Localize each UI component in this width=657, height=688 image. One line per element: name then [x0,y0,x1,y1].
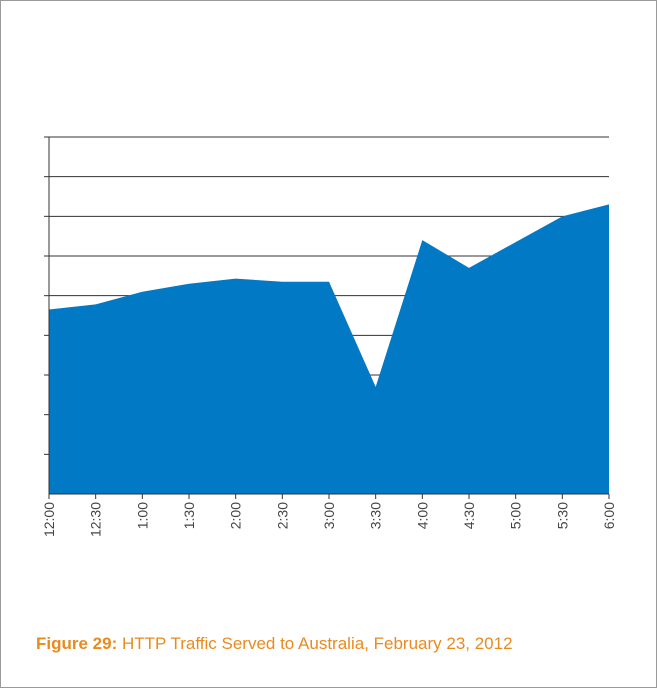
figure-title: HTTP Traffic Served to Australia, Februa… [121,634,513,653]
x-tick-label: 1:30 [181,502,197,529]
data-area [49,204,609,494]
x-tick-labels: 12:00 12:30 1:00 1:30 2:00 2:30 3:00 3:30 4:00 4:… [41,502,617,537]
x-tick-label: 5:00 [508,502,524,529]
x-tick-label: 2:00 [228,502,244,529]
x-tick-label: 4:00 [414,502,430,529]
series-area [49,204,609,494]
area-chart: 12:00 12:30 1:00 1:30 2:00 2:30 3:00 3:30 4:00 4:… [41,136,617,537]
figure-number: Figure 29: [36,634,118,653]
axes [44,136,610,499]
x-tick-label: 4:30 [461,502,477,529]
x-tick-label: 1:00 [134,502,150,529]
x-tick-label: 12:00 [41,502,57,537]
x-tick-label: 5:30 [554,502,570,529]
figure-caption: Figure 29: HTTP Traffic Served to Austra… [36,634,513,654]
x-tick-label: 3:30 [368,502,384,529]
x-tick-label: 3:00 [321,502,337,529]
x-tick-label: 2:30 [274,502,290,529]
x-tick-label: 6:00 [601,502,617,529]
x-tick-label: 12:30 [88,502,104,537]
